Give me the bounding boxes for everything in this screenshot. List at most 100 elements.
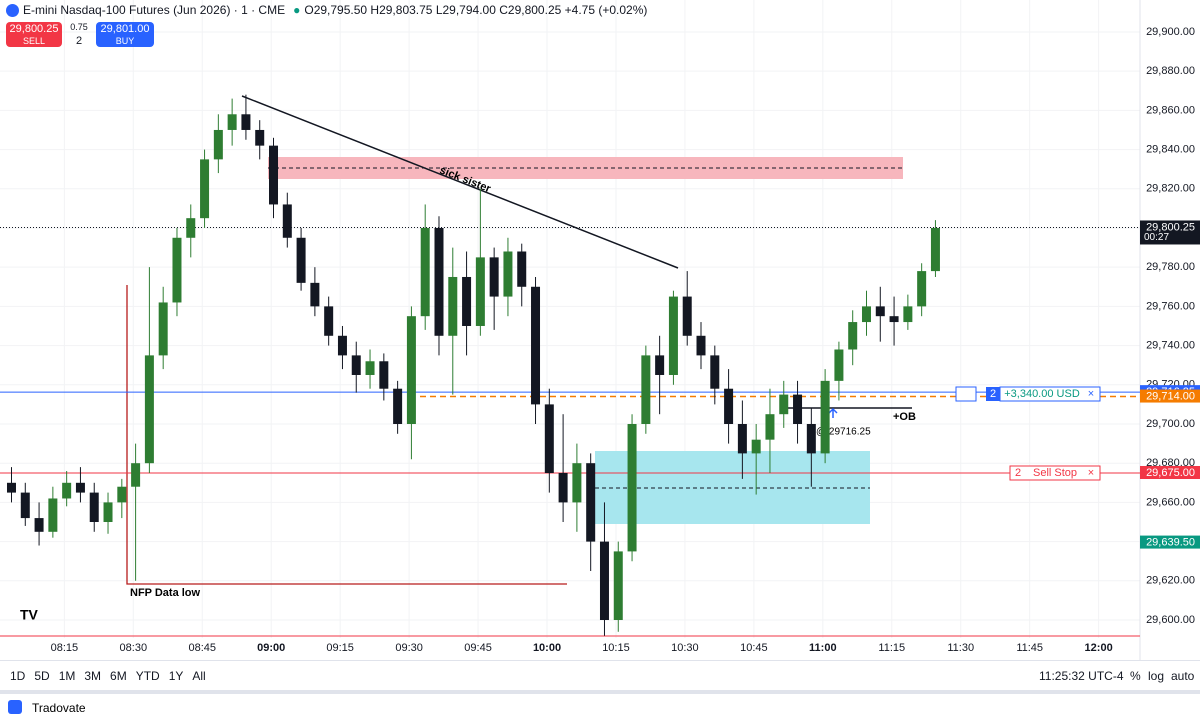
stop-qty: 2 xyxy=(1015,467,1021,479)
candle-body xyxy=(696,335,706,356)
y-tick-label: 29,840.00 xyxy=(1146,143,1195,155)
x-tick-label: 10:00 xyxy=(533,642,561,654)
price-tag-label: 29,639.50 xyxy=(1146,536,1195,548)
y-tick-label: 29,820.00 xyxy=(1146,183,1195,195)
broker-icon xyxy=(8,700,22,714)
candle-body xyxy=(627,423,637,552)
log-toggle[interactable]: log xyxy=(1148,669,1165,683)
price-tag xyxy=(1140,220,1200,245)
y-tick-label: 29,660.00 xyxy=(1146,496,1195,508)
price-tag xyxy=(1140,389,1200,403)
candle-body xyxy=(793,394,803,424)
price-tag-timer: 00:27 xyxy=(1144,232,1169,243)
candle-body xyxy=(20,492,30,519)
x-tick-label: 10:45 xyxy=(740,642,768,654)
candle-body xyxy=(599,541,609,621)
bottom-toolbar: 1D 5D 1M 3M 6M YTD 1Y All 11:25:32 UTC-4 % log … xyxy=(0,660,1200,691)
auto-toggle[interactable]: auto xyxy=(1171,669,1195,683)
range-button[interactable]: 3M xyxy=(84,669,102,683)
candle-body xyxy=(351,355,361,375)
cancel-stop[interactable]: × xyxy=(1088,467,1094,479)
sell-price: 29,800.25 xyxy=(9,23,59,35)
y-tick-label: 29,600.00 xyxy=(1146,614,1195,626)
annotation: NFP Data low xyxy=(130,587,201,599)
candle-body xyxy=(227,114,237,130)
x-tick-label: 11:45 xyxy=(1016,642,1043,654)
candle-body xyxy=(34,518,44,532)
candle-body xyxy=(531,286,541,405)
candle-body xyxy=(544,404,554,473)
order-widget[interactable]: 2 +3,340.00 USD × xyxy=(955,386,1101,402)
candle-body xyxy=(200,159,210,219)
candle-body xyxy=(517,251,527,287)
x-tick-label: 11:30 xyxy=(947,642,974,654)
candle-body xyxy=(462,276,472,326)
order-icon[interactable] xyxy=(955,386,977,402)
range-button[interactable]: YTD xyxy=(135,669,160,683)
candle-body xyxy=(448,276,458,336)
x-tick-label: 10:30 xyxy=(671,642,699,654)
x-tick-label: 08:15 xyxy=(51,642,79,654)
candle-body xyxy=(710,355,720,389)
nfp-line xyxy=(126,285,567,585)
x-tick-label: 08:30 xyxy=(120,642,148,654)
percent-toggle[interactable]: % xyxy=(1130,669,1141,683)
buy-button[interactable]: 29,801.00 BUY xyxy=(96,22,154,47)
candle-body xyxy=(337,335,347,356)
candle-body xyxy=(269,145,279,205)
sell-button[interactable]: 29,800.25 SELL xyxy=(6,22,62,47)
candle-body xyxy=(393,388,403,424)
x-tick-label: 09:00 xyxy=(257,642,285,654)
x-tick-label: 09:15 xyxy=(326,642,354,654)
candle-body xyxy=(503,251,513,297)
order-pnl: +3,340.00 USD xyxy=(1004,388,1080,400)
y-tick-label: 29,860.00 xyxy=(1146,104,1195,116)
range-button[interactable]: 1D xyxy=(10,669,26,683)
stop-widget[interactable]: 2 Sell Stop × xyxy=(1009,465,1101,481)
candle-body xyxy=(930,227,940,272)
y-tick-label: 29,880.00 xyxy=(1146,65,1195,77)
y-tick-label: 29,760.00 xyxy=(1146,300,1195,312)
price-tag-label: 29,714.00 xyxy=(1146,390,1195,402)
range-button[interactable]: 5D xyxy=(34,669,50,683)
candle-body xyxy=(103,502,113,523)
candle-body xyxy=(834,349,844,381)
stop-label: Sell Stop xyxy=(1033,467,1077,479)
candle-body xyxy=(779,394,789,415)
clock: 11:25:32 UTC-4 xyxy=(1039,669,1124,683)
candle-body xyxy=(379,361,389,389)
candle-body xyxy=(213,129,223,160)
candle-body xyxy=(917,271,927,307)
close-order[interactable]: × xyxy=(1088,388,1094,400)
candle-body xyxy=(558,472,568,503)
candle-body xyxy=(310,282,320,307)
candle-body xyxy=(737,423,747,454)
candle-body xyxy=(724,388,734,424)
order-qty-box xyxy=(986,387,1000,401)
range-button[interactable]: 6M xyxy=(110,669,127,683)
candle-body xyxy=(75,482,85,493)
logo: TV xyxy=(20,607,39,623)
candle-body xyxy=(296,237,306,283)
candle-body xyxy=(186,218,196,238)
range-button[interactable]: 1M xyxy=(58,669,76,683)
ohlc-high: H29,803.75 xyxy=(370,3,433,17)
spread: 0.75 xyxy=(70,22,88,32)
candle-body xyxy=(117,486,127,503)
broker-name[interactable]: Tradovate xyxy=(32,701,86,715)
order-qty: 2 xyxy=(990,388,996,400)
buy-label: BUY xyxy=(115,36,135,46)
annotation: @ 29716.25 xyxy=(816,427,871,438)
header: E-mini Nasdaq-100 Futures (Jun 2026) · 1… xyxy=(0,0,647,20)
range-button[interactable]: 1Y xyxy=(168,669,184,683)
price-tag xyxy=(1140,465,1200,479)
x-tick-label: 12:00 xyxy=(1085,642,1113,654)
range-button[interactable]: All xyxy=(192,669,206,683)
candle-body xyxy=(144,355,154,464)
quantity[interactable]: 2 xyxy=(75,35,83,47)
ohlc-change: +4.75 (+0.02%) xyxy=(564,3,648,17)
candle-body xyxy=(324,306,334,336)
footer: Tradovate xyxy=(0,690,1200,723)
overlay: 29,600.0029,620.0029,640.0029,660.0029,6… xyxy=(0,26,1200,654)
